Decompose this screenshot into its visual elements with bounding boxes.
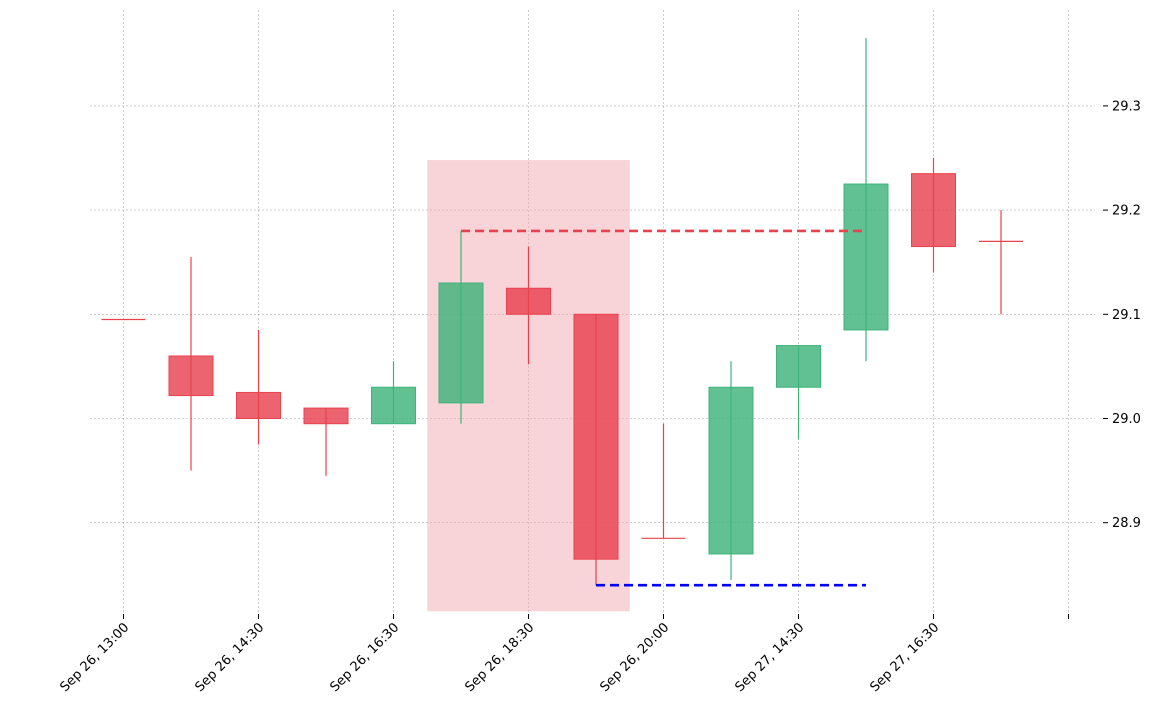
candle-body (911, 173, 956, 248)
candle-body (843, 183, 889, 331)
x-tick-label: Sep 26, 14:30 (192, 620, 267, 695)
level-lines-layer (461, 229, 866, 587)
candle-body (708, 386, 754, 555)
candles-layer (101, 38, 1023, 586)
candle-body (371, 386, 416, 425)
y-tick-label: 29.0 (1112, 412, 1141, 427)
candle-body (506, 287, 551, 315)
x-tick-label: Sep 26, 18:30 (462, 620, 537, 695)
x-tick-label: Sep 26, 16:30 (327, 620, 402, 695)
candle-body (303, 407, 349, 425)
x-tick-label: Sep 26, 13:00 (57, 620, 132, 695)
candle-body (236, 391, 281, 420)
candle-body (573, 313, 619, 560)
y-tick-label: 29.3 (1112, 99, 1141, 114)
y-tick-label: 28.9 (1112, 516, 1141, 531)
x-tick-label: Sep 26, 20:00 (597, 620, 672, 695)
candle-body (168, 355, 214, 397)
x-tick-label: Sep 27, 14:30 (732, 620, 807, 695)
y-tick-label: 29.1 (1112, 308, 1141, 323)
y-tick-label: 29.2 (1112, 204, 1141, 219)
candle-body (438, 282, 484, 404)
candle-body (776, 345, 821, 388)
x-tick-label: Sep 27, 16:30 (867, 620, 942, 695)
